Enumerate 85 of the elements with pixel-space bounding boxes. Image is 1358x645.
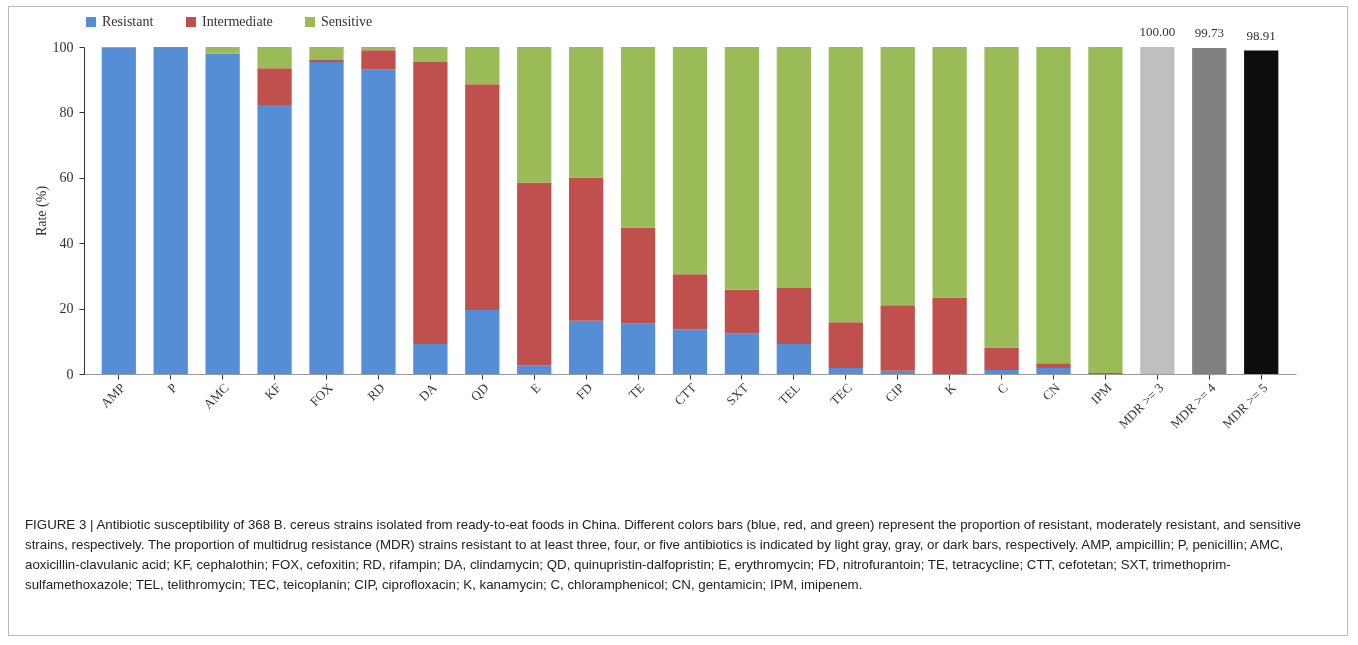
- y-axis-title: Rate (%): [33, 185, 50, 237]
- data-label: 100.00: [1139, 24, 1176, 39]
- bar: [620, 47, 656, 228]
- x-tick-label: QD: [467, 380, 492, 404]
- x-tick-label: CTT: [671, 380, 700, 409]
- y-tick-label: 40: [59, 235, 74, 251]
- y-tick-label: 80: [59, 104, 74, 120]
- x-tick-label: CIP: [881, 380, 907, 405]
- bar: [465, 47, 500, 85]
- bar: [1244, 50, 1279, 374]
- bar: [1036, 363, 1071, 369]
- bar: [880, 47, 915, 306]
- bar: [413, 47, 448, 63]
- bar: [672, 329, 708, 374]
- bar: [1036, 47, 1071, 364]
- x-tick-label: DA: [415, 379, 440, 404]
- bar: [932, 297, 967, 374]
- bar: [672, 274, 708, 330]
- data-label: 98.91: [1246, 27, 1276, 43]
- bar: [413, 343, 448, 374]
- legend-label: Sensitive: [321, 14, 373, 29]
- x-tick-label: C: [994, 380, 1011, 397]
- x-tick-label: SXT: [723, 380, 752, 409]
- bar: [880, 370, 915, 374]
- bar: [828, 368, 863, 374]
- x-tick-label: IPM: [1087, 379, 1115, 408]
- y-tick-label: 0: [66, 366, 74, 382]
- bar: [1140, 47, 1175, 374]
- bar: [620, 323, 656, 374]
- bar: [517, 365, 552, 374]
- bar: [205, 47, 240, 54]
- legend-label: Intermediate: [202, 14, 273, 29]
- y-tick-label: 100: [52, 39, 74, 55]
- x-tick-label: P: [164, 380, 180, 396]
- x-tick-label: FD: [572, 380, 596, 403]
- x-tick-label: CN: [1039, 379, 1064, 404]
- bar: [413, 62, 448, 344]
- bar: [880, 305, 915, 371]
- bar: [569, 47, 604, 178]
- bar: [205, 53, 240, 374]
- bar: [465, 84, 500, 310]
- bar: [724, 289, 760, 334]
- bar: [1088, 47, 1123, 374]
- x-tick-label: E: [527, 380, 544, 397]
- x-tick-label: KF: [261, 380, 284, 403]
- bar: [569, 177, 604, 321]
- bar: [1192, 47, 1227, 374]
- bar: [776, 288, 811, 344]
- bar: [672, 47, 708, 275]
- bar: [257, 68, 292, 105]
- y-tick-label: 20: [59, 301, 74, 317]
- bar: [309, 62, 344, 374]
- bar: [776, 343, 811, 374]
- bar: [153, 47, 188, 374]
- x-tick-label: K: [941, 379, 960, 398]
- bar: [932, 47, 967, 298]
- x-tick-label: TE: [625, 380, 648, 402]
- bar: [1036, 368, 1071, 374]
- caption: FIGURE 3 | Antibiotic susceptibility of 368 B. cereus strains isolated from ready-to-eat foods in China. Different colors bars (blue, red, and green) represent the proportion of resistant, moderately resistant, and sensitive strains, respectively. The proportion of multidrug resistance (MDR) strains resistant to at least three, four, or five antibiotics is indicated by light gray, gray, or dark bars, respectively. AMP, ampicillin; P, penicillin; AMC, aoxicillin-clavulanic acid; KF, cephalothin; FOX, cefoxitin; RD, rifampin; DA, clindamycin; QD, quinupristin-dalfopristin; E, erythromycin; FD, nitrofurantoin; TE, tetracycline; CTT, cefotetan; SXT, trimethoprim-sulfamethoxazole; TEL, telithromycin; TEC, teicoplanin; CIP, ciprofloxacin; K, kanamycin; C, chloramphenicol; CN, gentamicin; IPM, imipenem.: [25, 516, 1302, 594]
- bar: [517, 47, 552, 183]
- bar: [361, 47, 396, 51]
- x-tick-label: TEL: [775, 380, 804, 408]
- bar: [361, 50, 396, 70]
- bar: [828, 322, 863, 369]
- x-tick-label: RD: [364, 380, 388, 404]
- data-label: 99.73: [1194, 24, 1224, 40]
- bar: [620, 227, 656, 324]
- bar: [309, 47, 344, 61]
- bar: [257, 104, 292, 374]
- bar: [517, 182, 552, 366]
- x-tick-label: TEC: [827, 380, 855, 409]
- bar: [361, 69, 396, 374]
- bar: [724, 47, 760, 290]
- bar: [257, 47, 292, 69]
- bar: [465, 309, 500, 374]
- bar: [776, 47, 811, 288]
- bar: [101, 47, 136, 374]
- bar: [828, 47, 863, 323]
- bar: [724, 333, 760, 374]
- bar: [984, 47, 1019, 348]
- bar: [984, 347, 1019, 371]
- y-tick-label: 60: [59, 170, 74, 186]
- bar: [984, 370, 1019, 374]
- legend-label: Resistant: [102, 14, 154, 29]
- bar: [569, 320, 604, 374]
